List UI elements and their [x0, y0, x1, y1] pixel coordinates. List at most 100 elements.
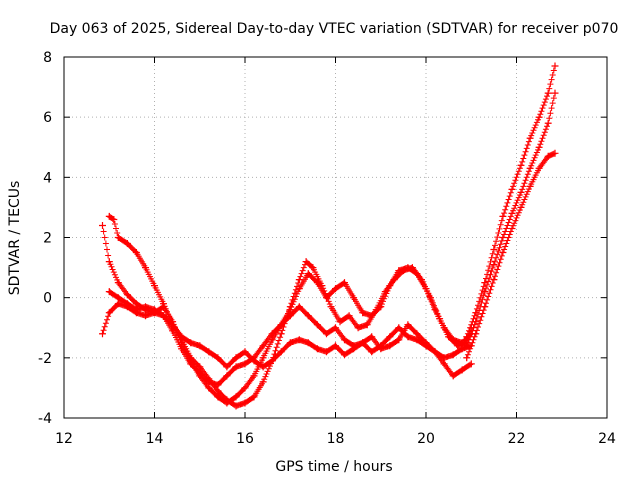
data-point	[268, 357, 276, 365]
data-point	[259, 363, 267, 371]
data-point	[114, 294, 122, 302]
data-point	[114, 279, 122, 287]
data-point	[304, 312, 312, 320]
data-point	[535, 164, 543, 172]
data-point	[526, 134, 534, 142]
data-point	[295, 336, 303, 344]
data-point	[105, 288, 113, 296]
data-point	[377, 303, 385, 311]
data-point	[105, 258, 113, 266]
data-point	[517, 188, 525, 196]
data-point	[404, 264, 412, 272]
data-point	[232, 402, 240, 410]
y-tick-label: 8	[43, 50, 52, 66]
data-point	[196, 363, 204, 371]
data-point	[472, 330, 480, 338]
y-tick-label: -2	[38, 351, 52, 367]
data-point	[490, 261, 498, 269]
data-point	[105, 212, 113, 220]
y-tick-label: 6	[43, 110, 52, 126]
data-point	[440, 324, 448, 332]
data-point	[551, 62, 559, 70]
data-point	[142, 264, 149, 272]
data-point	[386, 282, 394, 290]
data-point	[286, 339, 294, 347]
data-point	[413, 270, 421, 278]
series-track-6	[463, 89, 559, 350]
data-point	[350, 345, 358, 353]
data-point	[196, 342, 204, 350]
data-point	[508, 225, 516, 232]
data-point	[544, 119, 552, 127]
data-point	[250, 393, 258, 401]
data-point	[277, 348, 285, 356]
data-point	[440, 360, 448, 368]
data-point	[114, 234, 122, 241]
data-point	[304, 270, 312, 278]
data-point	[232, 354, 240, 362]
grid	[64, 57, 607, 418]
data-point	[259, 354, 267, 362]
y-tick-label: 2	[43, 231, 52, 247]
data-point	[313, 345, 321, 353]
data-point	[413, 330, 421, 338]
data-point	[481, 288, 489, 296]
data-point	[404, 321, 412, 329]
data-point	[295, 276, 303, 284]
data-point	[250, 357, 258, 365]
chart-title: Day 063 of 2025, Sidereal Day-to-day VTE…	[50, 21, 619, 37]
data-point	[205, 378, 213, 386]
data-point	[223, 363, 231, 371]
data-point	[499, 234, 507, 241]
data-point	[99, 222, 106, 229]
data-point	[377, 342, 385, 350]
data-point	[440, 354, 448, 362]
data-point	[313, 321, 321, 329]
data-point	[490, 246, 498, 253]
data-point	[241, 399, 249, 407]
data-point	[302, 258, 310, 266]
data-point	[517, 203, 525, 211]
y-tick-label: -4	[38, 411, 52, 427]
data-point	[105, 309, 113, 317]
data-point	[323, 294, 330, 302]
data-point	[309, 264, 317, 272]
data-point	[232, 363, 240, 371]
x-tick-label: 14	[146, 431, 164, 447]
data-point	[214, 354, 222, 362]
data-point	[551, 89, 559, 97]
data-point	[223, 399, 231, 407]
data-point	[508, 209, 516, 217]
data-point	[241, 348, 249, 356]
data-point	[187, 360, 195, 368]
x-axis-label: GPS time / hours	[275, 459, 392, 475]
data-point	[151, 282, 158, 290]
data-point	[481, 303, 489, 311]
series-track-7	[463, 149, 559, 362]
data-point	[132, 300, 140, 308]
data-point	[341, 351, 348, 359]
x-tick-label: 16	[236, 431, 254, 447]
data-point	[160, 300, 167, 308]
data-point	[551, 149, 559, 157]
data-point	[490, 276, 498, 284]
data-point	[368, 312, 376, 320]
data-point	[332, 285, 339, 293]
data-point	[368, 333, 376, 341]
data-point	[268, 330, 276, 338]
data-point	[526, 164, 534, 172]
series-track-4	[105, 212, 475, 371]
series-markers	[463, 150, 557, 361]
data-point	[499, 249, 507, 256]
data-point	[472, 318, 480, 326]
data-point	[332, 324, 339, 332]
data-point	[259, 342, 267, 350]
data-point	[277, 330, 285, 338]
data-point	[327, 303, 335, 311]
data-point	[304, 339, 312, 347]
data-point	[259, 378, 267, 386]
x-tick-label: 24	[598, 431, 616, 447]
data-point	[458, 345, 466, 353]
data-point	[449, 372, 457, 380]
